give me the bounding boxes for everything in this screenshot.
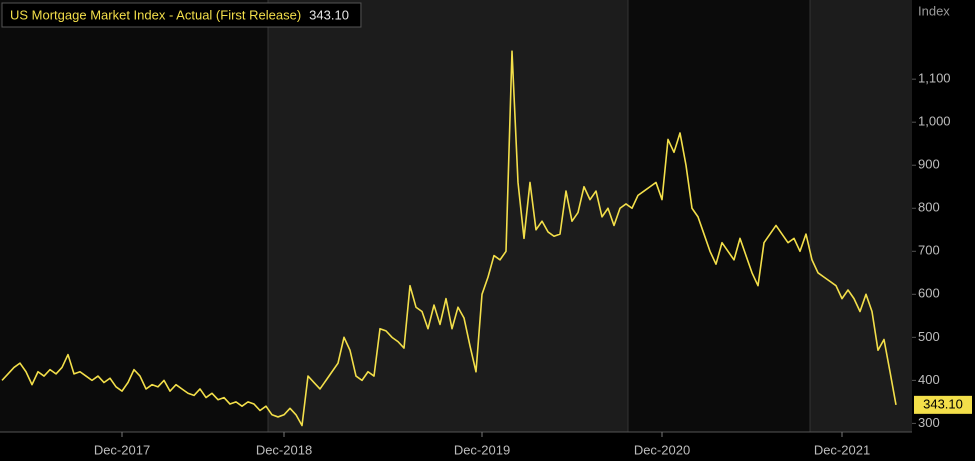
y-tick-label: 700 xyxy=(918,243,940,258)
line xyxy=(1,50,897,427)
x-tick-label: Dec-2019 xyxy=(454,442,510,457)
y-tick-label: 1,100 xyxy=(918,71,951,86)
band xyxy=(810,0,912,432)
x-tick-label: Dec-2018 xyxy=(256,442,312,457)
y-tick-label: 900 xyxy=(918,157,940,172)
y-tick-label: 500 xyxy=(918,329,940,344)
y-axis-label: Index xyxy=(918,3,950,18)
legend-name: US Mortgage Market Index - Actual (First… xyxy=(10,7,301,22)
y-tick-label: 400 xyxy=(918,372,940,387)
y-tick-label: 800 xyxy=(918,200,940,215)
y-tick-label: 600 xyxy=(918,286,940,301)
legend-frame xyxy=(1,2,362,28)
legend-box: US Mortgage Market Index - Actual (First… xyxy=(1,2,362,28)
band xyxy=(628,0,810,432)
legend-value: 343.10 xyxy=(309,7,349,22)
band xyxy=(268,0,628,432)
x-tick-label: Dec-2017 xyxy=(94,442,150,457)
x-tick-label: Dec-2021 xyxy=(814,442,870,457)
value-label: 343.10 xyxy=(923,396,963,411)
x-tick-label: Dec-2020 xyxy=(634,442,690,457)
band xyxy=(0,0,268,432)
y-tick-label: 300 xyxy=(918,415,940,430)
y-tick-label: 1,000 xyxy=(918,114,951,129)
value-label-box xyxy=(914,395,972,414)
